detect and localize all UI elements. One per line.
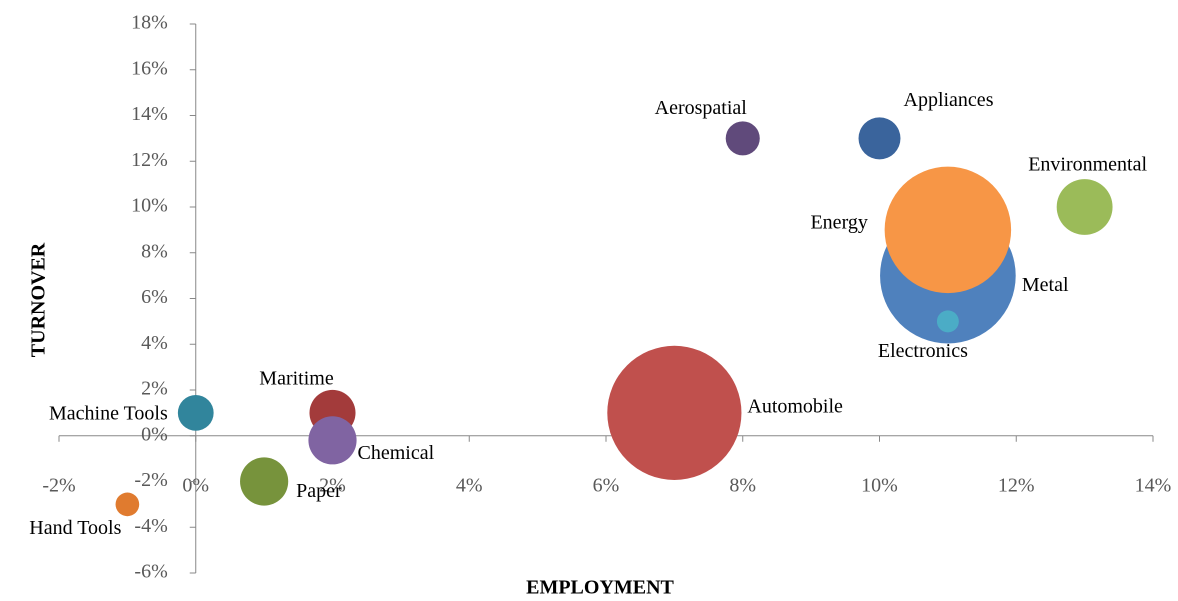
x-tick-label: 10% (861, 475, 898, 497)
bubble (936, 310, 959, 333)
y-tick-label: 14% (131, 103, 168, 125)
x-tick-label: 6% (593, 475, 620, 497)
x-tick-label: -2% (42, 475, 75, 497)
data-label: Automobile (747, 395, 843, 417)
x-axis-title: EMPLOYMENT (526, 577, 674, 599)
data-label: Hand Tools (29, 517, 121, 539)
bubble (884, 166, 1012, 294)
data-label: Energy (810, 211, 867, 233)
data-label: Appliances (904, 89, 994, 111)
data-label: Machine Tools (49, 402, 168, 424)
x-tick-label: 4% (456, 475, 483, 497)
y-tick-label: -2% (134, 469, 167, 491)
bubble (607, 345, 742, 480)
x-tick-label: 2% (319, 475, 346, 497)
data-label: Paper (296, 480, 342, 502)
y-tick-label: 18% (131, 12, 168, 34)
x-tick-label: 14% (1135, 475, 1172, 497)
x-tick-label: 8% (729, 475, 756, 497)
data-label: Environmental (1028, 154, 1147, 176)
y-tick-label: 0% (141, 423, 168, 445)
data-label: Maritime (259, 367, 334, 389)
bubble (240, 457, 289, 506)
y-tick-label: 2% (141, 378, 168, 400)
bubble (177, 394, 214, 431)
data-label: Aerospatial (655, 97, 748, 119)
bubble (115, 492, 140, 517)
bubble (858, 117, 901, 160)
y-tick-label: 8% (141, 240, 168, 262)
y-tick-label: 10% (131, 195, 168, 217)
data-label: Electronics (878, 340, 968, 362)
data-label: Metal (1022, 274, 1069, 296)
y-tick-label: 4% (141, 332, 168, 354)
bubble (725, 121, 760, 156)
x-tick-label: 0% (182, 475, 209, 497)
bubble (1056, 179, 1113, 235)
y-axis-title: TURNOVER (28, 242, 50, 357)
y-tick-label: -6% (134, 561, 167, 583)
y-tick-label: 6% (141, 286, 168, 308)
y-tick-label: 12% (131, 149, 168, 171)
x-tick-label: 12% (998, 475, 1035, 497)
bubble (308, 416, 357, 465)
y-tick-label: -4% (134, 515, 167, 537)
data-label: Chemical (358, 442, 435, 464)
y-tick-label: 16% (131, 57, 168, 79)
